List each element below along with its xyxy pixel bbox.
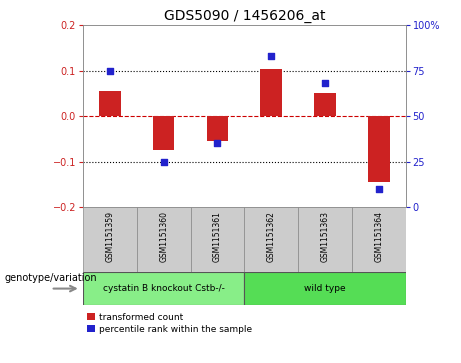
Text: cystatin B knockout Cstb-/-: cystatin B knockout Cstb-/-: [103, 284, 225, 293]
Point: [321, 81, 329, 86]
Bar: [83, 272, 244, 305]
Bar: [244, 272, 406, 305]
Text: wild type: wild type: [304, 284, 346, 293]
Bar: [352, 207, 406, 272]
Point: [375, 186, 383, 192]
Bar: [260, 69, 282, 116]
Bar: [244, 207, 298, 272]
Legend: transformed count, percentile rank within the sample: transformed count, percentile rank withi…: [88, 313, 252, 334]
Text: GSM1151362: GSM1151362: [267, 211, 276, 262]
Text: GSM1151363: GSM1151363: [320, 211, 330, 262]
Text: genotype/variation: genotype/variation: [5, 273, 97, 283]
Text: GSM1151361: GSM1151361: [213, 211, 222, 262]
Bar: [368, 116, 390, 182]
Point: [106, 68, 113, 74]
Point: [267, 53, 275, 59]
Title: GDS5090 / 1456206_at: GDS5090 / 1456206_at: [164, 9, 325, 23]
Bar: [153, 116, 174, 150]
Bar: [99, 91, 121, 116]
Text: GSM1151359: GSM1151359: [106, 211, 114, 262]
Bar: [137, 207, 190, 272]
Bar: [190, 207, 244, 272]
Text: GSM1151364: GSM1151364: [374, 211, 383, 262]
Bar: [314, 93, 336, 116]
Point: [160, 159, 167, 164]
Text: GSM1151360: GSM1151360: [159, 211, 168, 262]
Bar: [298, 207, 352, 272]
Point: [214, 140, 221, 146]
Bar: [207, 116, 228, 141]
Bar: [83, 207, 137, 272]
